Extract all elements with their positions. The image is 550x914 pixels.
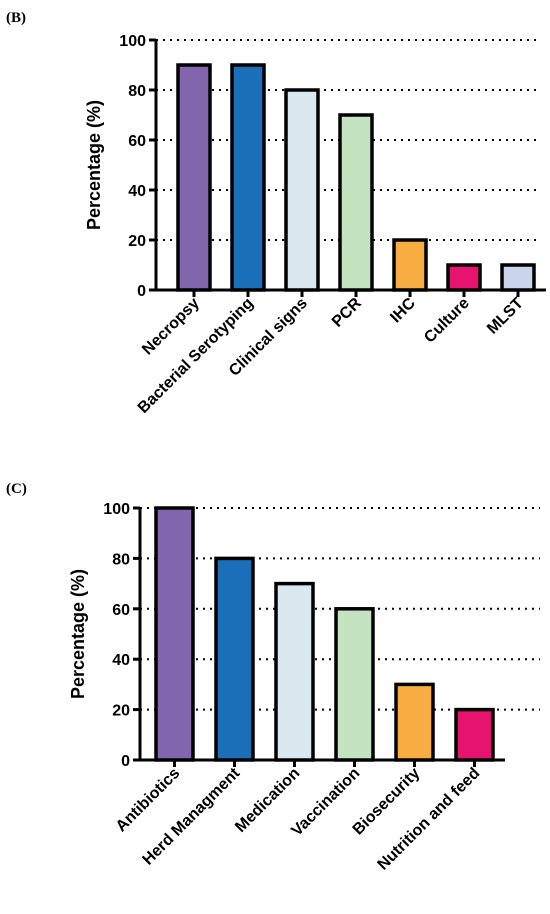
y-tick-label: 100 (103, 501, 130, 518)
y-tick-label: 40 (128, 183, 146, 200)
y-tick-label: 80 (128, 83, 146, 100)
bar (454, 707, 495, 762)
bar (274, 581, 315, 762)
bar (338, 113, 374, 292)
bar (394, 682, 435, 762)
y-tick-label: 60 (112, 602, 130, 619)
bar (446, 263, 482, 292)
y-tick-label: 0 (137, 283, 146, 300)
y-tick-label: 100 (119, 33, 146, 50)
bar (392, 238, 428, 292)
category-label: PCR (329, 294, 365, 330)
panel-label: (C) (6, 481, 27, 497)
category-label: Culture (421, 295, 473, 347)
bar (500, 263, 536, 292)
bar (214, 556, 255, 762)
y-tick-label: 0 (121, 753, 130, 770)
y-tick-label: 80 (112, 551, 130, 568)
y-tick-label: 20 (128, 233, 146, 250)
panel-label: (B) (6, 10, 26, 26)
category-label: MLST (484, 295, 527, 338)
y-tick-label: 60 (128, 133, 146, 150)
bar (334, 607, 375, 762)
category-label: IHC (387, 294, 419, 326)
y-axis-title: Percentage (%) (68, 569, 88, 699)
y-tick-label: 20 (112, 703, 130, 720)
y-tick-label: 40 (112, 652, 130, 669)
bar (284, 88, 320, 292)
category-label: Nutrition and feed (375, 765, 484, 874)
y-axis-title: Percentage (%) (84, 100, 104, 230)
bar (154, 506, 195, 762)
bar (176, 63, 212, 292)
bar (230, 63, 266, 292)
